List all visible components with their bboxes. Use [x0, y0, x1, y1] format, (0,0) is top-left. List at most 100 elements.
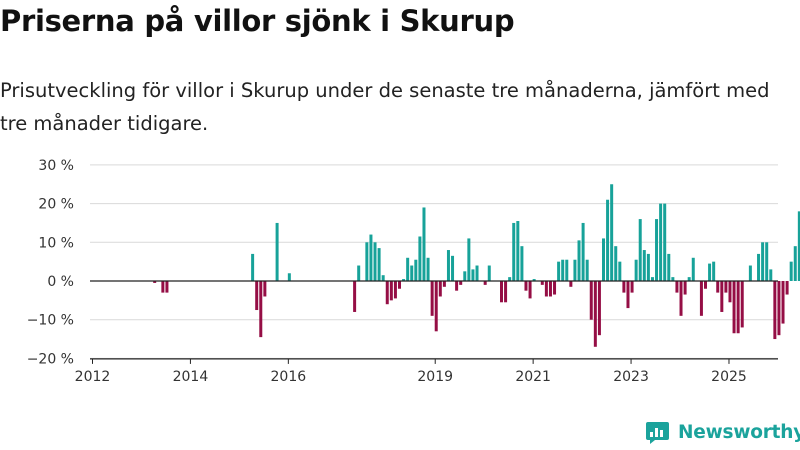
- bar: [561, 259, 565, 282]
- bar: [548, 281, 552, 297]
- bar: [655, 219, 659, 281]
- bar: [398, 281, 401, 289]
- bar: [455, 281, 459, 291]
- bar: [540, 281, 544, 285]
- bar: [504, 281, 508, 303]
- bar: [691, 257, 695, 281]
- bar: [630, 281, 634, 293]
- bar: [720, 281, 724, 312]
- bar: [165, 281, 169, 293]
- bar: [442, 281, 446, 287]
- y-tick-label: 0 %: [47, 274, 74, 290]
- bar: [761, 242, 765, 281]
- bar: [618, 261, 622, 281]
- bar: [422, 207, 426, 281]
- bar: [287, 273, 291, 281]
- bar: [524, 281, 528, 291]
- bar: [704, 281, 707, 289]
- bar: [708, 263, 712, 281]
- bar: [487, 265, 491, 281]
- brand-name: Newsworthy: [678, 422, 800, 443]
- bar: [553, 281, 557, 295]
- x-tick-label: 2012: [75, 369, 111, 385]
- bar: [353, 281, 357, 312]
- x-tick-label: 2016: [271, 369, 307, 385]
- bar: [544, 281, 548, 297]
- x-tick-label: 2025: [711, 369, 747, 385]
- bar: [430, 281, 434, 316]
- y-tick-label: −10 %: [27, 313, 74, 329]
- bar: [716, 281, 720, 293]
- bar: [357, 265, 361, 281]
- bar: [451, 255, 455, 281]
- bar: [797, 211, 800, 281]
- y-tick-label: −20 %: [27, 351, 74, 367]
- bar: [740, 281, 744, 328]
- bar: [251, 253, 255, 281]
- bar: [365, 242, 369, 281]
- bar: [626, 281, 630, 309]
- bar: [793, 246, 797, 281]
- bar: [446, 250, 450, 281]
- y-tick-label: 20 %: [38, 197, 74, 213]
- bar: [467, 238, 471, 281]
- bar: [385, 281, 389, 305]
- bar: [500, 281, 503, 303]
- bar: [667, 253, 671, 281]
- bar: [679, 281, 683, 316]
- bar: [593, 281, 597, 347]
- bar: [381, 275, 385, 281]
- bar: [663, 203, 667, 281]
- bar: [153, 281, 157, 283]
- bar: [687, 277, 691, 281]
- x-tick-label: 2021: [515, 369, 551, 385]
- bar: [589, 281, 593, 320]
- bars: [153, 184, 800, 347]
- bar: [255, 281, 259, 311]
- bar: [393, 281, 397, 299]
- bar: [581, 222, 585, 281]
- bar: [516, 221, 520, 281]
- bar: [585, 259, 589, 282]
- bar: [757, 253, 761, 281]
- bar: [410, 265, 414, 281]
- bar: [475, 265, 479, 281]
- bar: [748, 265, 752, 281]
- bar: [777, 281, 781, 336]
- bar: [785, 281, 789, 295]
- bar: [528, 281, 532, 299]
- bar: [402, 279, 406, 281]
- y-axis: −20 % −10 % 0 % 10 % 20 % 30 %: [27, 158, 74, 368]
- bar: [683, 281, 687, 295]
- chart-title: Priserna på villor sjönk i Skurup: [0, 4, 515, 38]
- bar: [520, 246, 524, 281]
- bar: [418, 236, 422, 282]
- bar: [459, 281, 463, 285]
- bar: [483, 281, 487, 285]
- bar: [557, 261, 561, 281]
- bar: [414, 259, 418, 282]
- bar: [646, 253, 650, 281]
- bar: [369, 234, 373, 281]
- bar: [377, 248, 381, 281]
- bar: [712, 261, 716, 281]
- bar: [773, 281, 777, 340]
- chart-subtitle: Prisutveckling för villor i Skurup under…: [0, 79, 770, 135]
- bar: [565, 259, 569, 282]
- bar: [602, 238, 605, 281]
- bar: [610, 184, 614, 281]
- bar: [434, 281, 438, 332]
- bar: [161, 281, 165, 293]
- bar: [675, 281, 679, 293]
- bar: [769, 269, 773, 281]
- bar: [259, 281, 263, 338]
- bar: [438, 281, 442, 297]
- bar: [736, 281, 740, 334]
- bar: [638, 219, 642, 281]
- bar: [650, 277, 654, 281]
- grid-lines: [90, 164, 778, 359]
- bar: [573, 259, 577, 282]
- bar: [659, 203, 663, 281]
- bar: [781, 281, 785, 324]
- bar: [532, 279, 536, 281]
